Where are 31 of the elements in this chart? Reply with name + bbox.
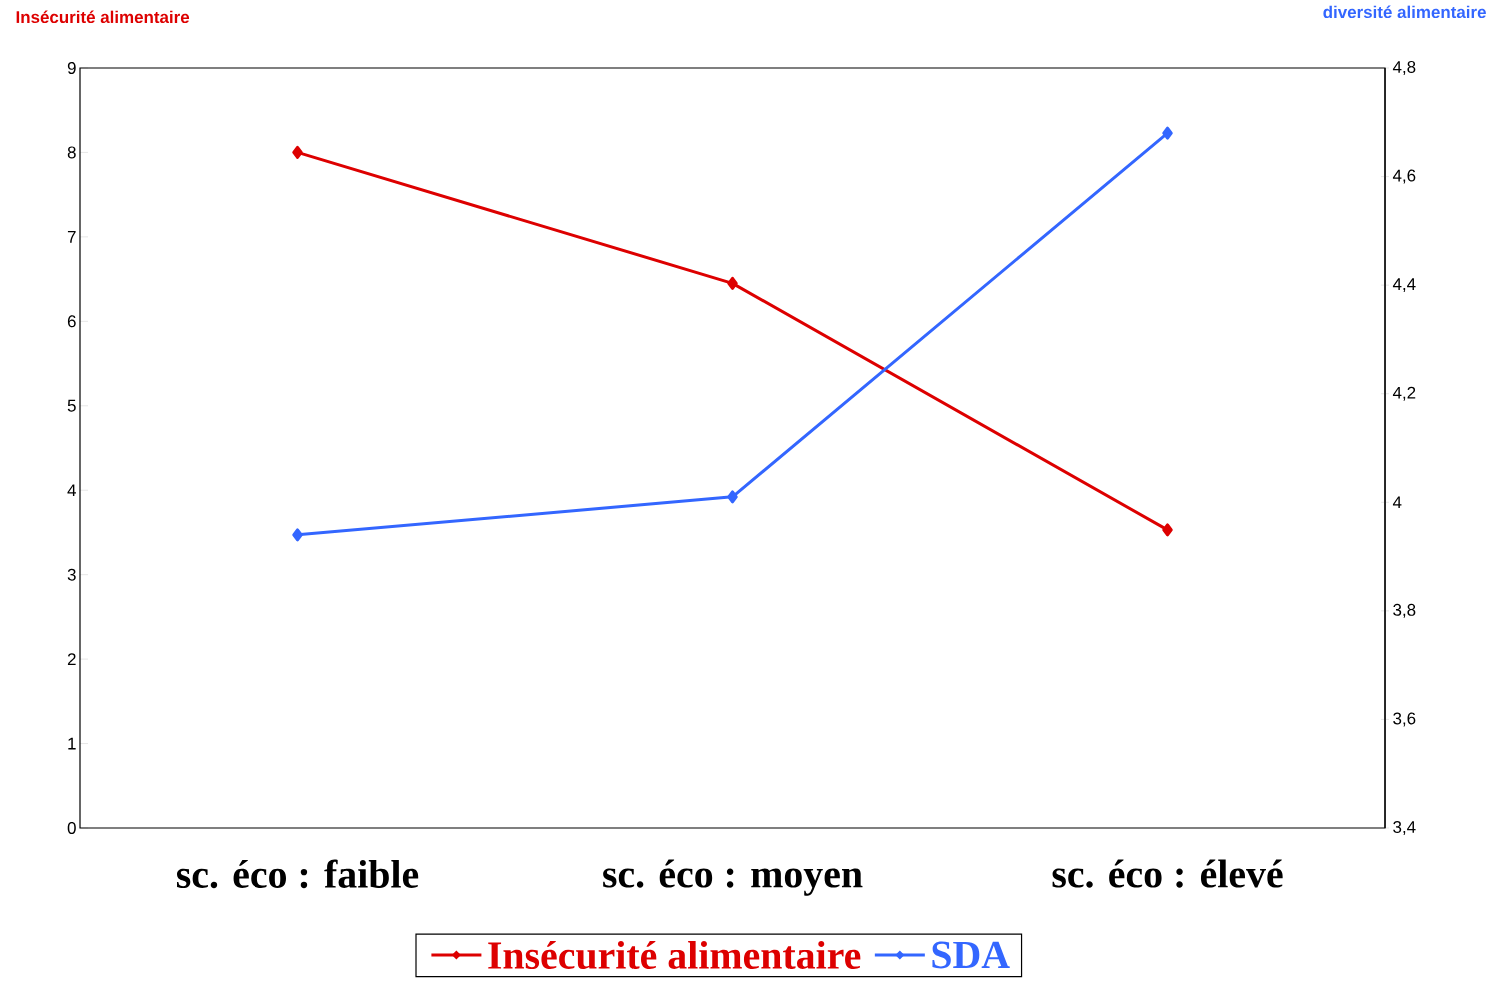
point xyxy=(1162,126,1173,140)
y-tick-label: 4 xyxy=(67,484,76,497)
x-tick-label: sc. éco : moyen xyxy=(603,859,863,896)
x-tick-label: sc. éco : élevé xyxy=(1052,859,1283,888)
y-tick-label: 1 xyxy=(68,737,76,750)
y-tick-label: 2 xyxy=(67,653,76,666)
y2-tick-label: 4 xyxy=(1392,496,1402,509)
y-tick-label: 8 xyxy=(67,146,76,159)
y2-tick-label: 4,2 xyxy=(1392,386,1416,401)
x-tick-label: sc. éco : faible xyxy=(176,859,419,889)
y-tick-label: 3 xyxy=(67,568,76,581)
y2-tick-label: 4,8 xyxy=(1392,60,1416,75)
point xyxy=(727,490,738,504)
y2-tick-label: 4,6 xyxy=(1392,169,1416,184)
point xyxy=(292,145,303,159)
y2-tick-label: 3,6 xyxy=(1393,712,1416,727)
y-tick-label: 7 xyxy=(67,231,76,243)
y2-tick-label: 4,4 xyxy=(1392,278,1416,293)
y-tick-label: 9 xyxy=(67,61,76,74)
legend-label: Insécurité alimentaire xyxy=(488,940,861,970)
y-axis-title: Insécurité alimentaire xyxy=(16,10,190,24)
y-tick-label: 6 xyxy=(67,315,76,328)
point xyxy=(727,276,738,290)
y-tick-label: 5 xyxy=(67,399,76,412)
legend-label: SDA xyxy=(932,941,1010,969)
y-tick-label: 0 xyxy=(67,822,76,834)
y2-axis-title: diversité alimentaire xyxy=(1323,5,1486,19)
point xyxy=(1162,523,1173,537)
y2-tick-label: 3,8 xyxy=(1393,603,1416,618)
y2-tick-label: 3,4 xyxy=(1393,821,1416,835)
point xyxy=(292,528,303,542)
